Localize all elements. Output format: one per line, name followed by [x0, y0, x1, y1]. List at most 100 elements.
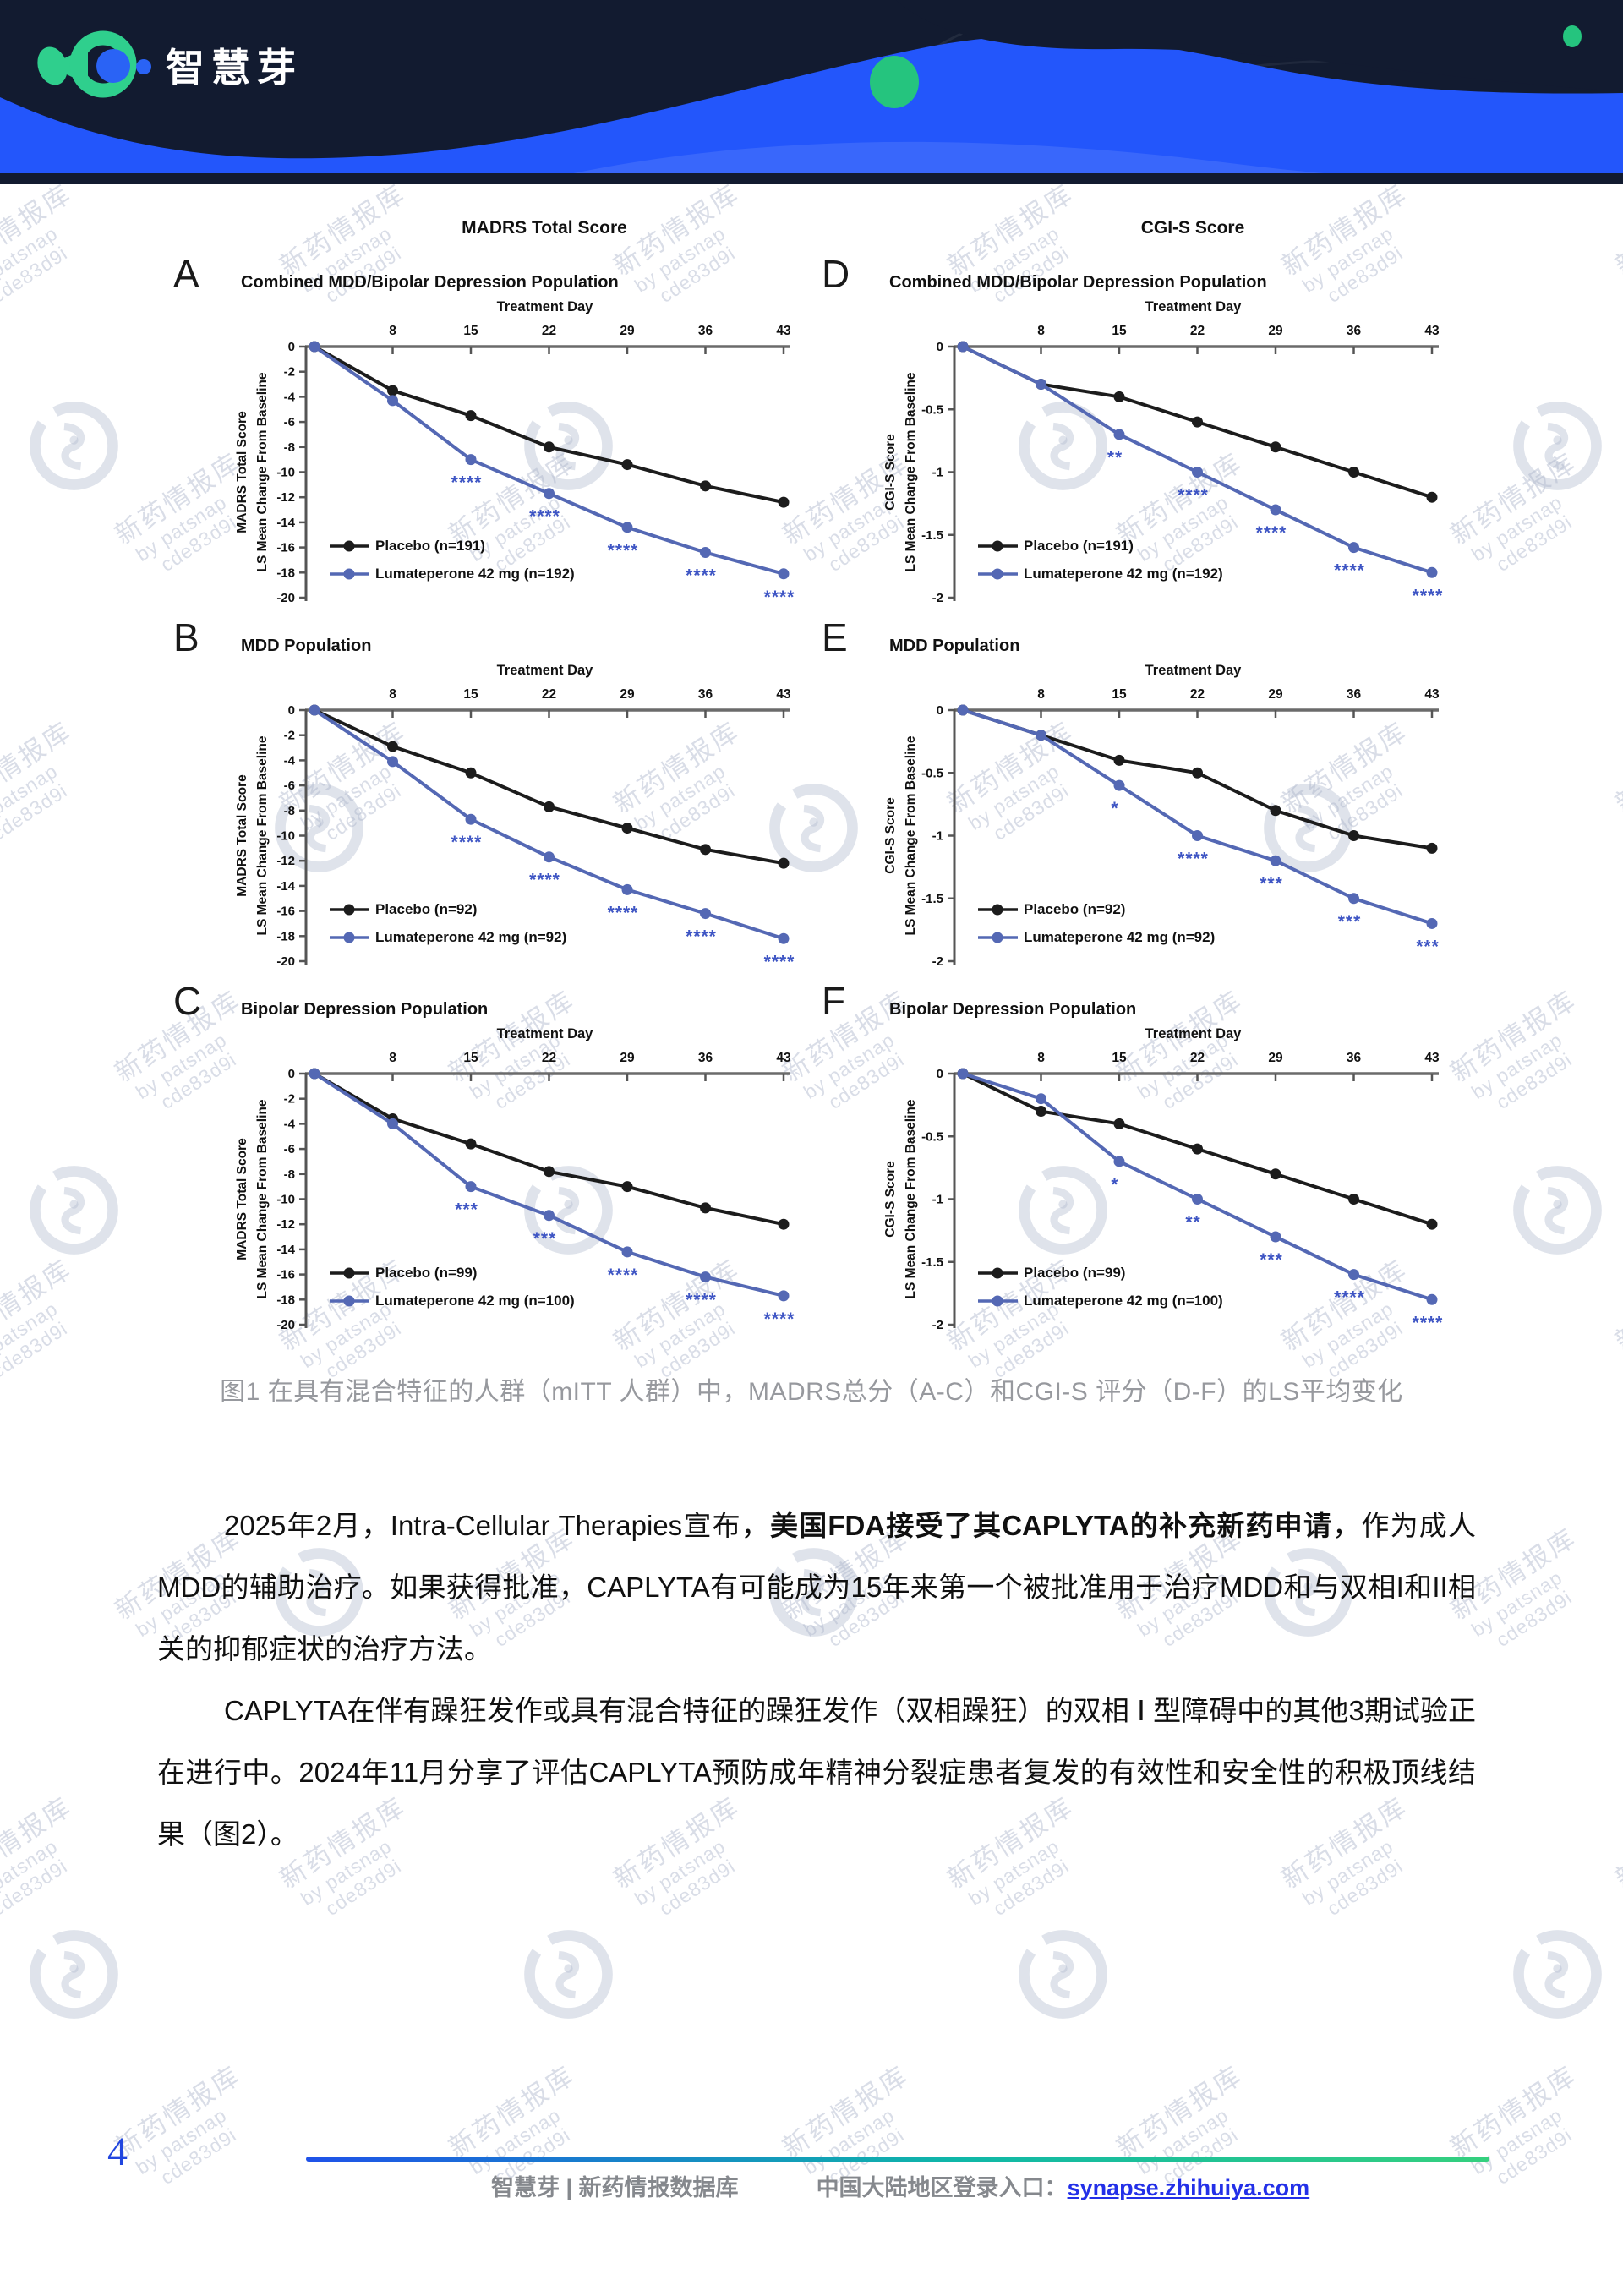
y-axis-title-line1: MADRS Total Score [235, 411, 249, 533]
significance-stars: * [1111, 1175, 1118, 1194]
panel-subtitle: Combined MDD/Bipolar Depression Populati… [889, 273, 1267, 292]
y-tick-label: -1 [932, 829, 943, 844]
watermark-logo-icon [25, 1926, 123, 2023]
page-header: 智慧芽 [0, 0, 1623, 184]
data-point [1348, 542, 1359, 554]
x-tick-label: 29 [1268, 324, 1283, 338]
x-tick-label: 29 [1268, 1051, 1283, 1065]
x-tick-label: 36 [698, 1051, 713, 1065]
data-point [621, 823, 633, 834]
data-point [387, 741, 398, 752]
data-point [621, 522, 633, 533]
significance-stars: ** [1107, 448, 1123, 467]
footer-login-link[interactable]: synapse.zhihuiya.com [1067, 2175, 1310, 2200]
data-point [1113, 779, 1125, 791]
significance-stars: **** [451, 833, 483, 852]
series-line [314, 708, 784, 866]
y-tick-label: 0 [937, 340, 943, 354]
significance-stars: *** [1416, 937, 1440, 956]
paragraph-1: 2025年2月，Intra-Cellular Therapies宣布，美国FDA… [157, 1495, 1476, 1680]
y-tick-label: -2 [932, 1318, 943, 1332]
significance-stars: **** [1413, 586, 1444, 605]
data-point [309, 704, 320, 716]
series-line [314, 345, 784, 505]
watermark-logo-icon [25, 1162, 123, 1259]
y-axis-title-line1: CGI-S Score [883, 1161, 898, 1238]
panel-letter: F [822, 979, 845, 1023]
significance-stars: **** [1334, 561, 1365, 581]
x-tick-label: 22 [1190, 324, 1205, 338]
data-point [1270, 805, 1281, 817]
data-point [1036, 1093, 1046, 1105]
y-tick-label: -14 [276, 1243, 295, 1257]
significance-stars: ** [1185, 1213, 1200, 1233]
data-point [309, 1068, 320, 1080]
x-tick-label: 36 [1347, 687, 1362, 702]
x-tick-label: 8 [389, 1051, 396, 1065]
y-tick-label: -18 [276, 929, 295, 943]
data-point [465, 767, 477, 779]
paragraph-2: CAPLYTA在伴有躁狂发作或具有混合特征的躁狂发作（双相躁狂）的双相 Ⅰ 型障… [157, 1695, 1476, 1850]
significance-stars: *** [1260, 1250, 1283, 1270]
y-tick-label: -2 [284, 729, 295, 743]
data-point [778, 496, 790, 508]
legend-label: Lumateperone 42 mg (n=100) [375, 1293, 575, 1309]
data-point [1036, 730, 1046, 741]
chart-panel-E: E MDD Population Treatment Day 8 15 22 29 36 43 0… [822, 615, 1440, 969]
data-point [1348, 1269, 1359, 1281]
significance-stars: **** [764, 1309, 795, 1329]
data-point [544, 1210, 555, 1222]
y-tick-label: -4 [284, 390, 296, 404]
chart-panel-D: D Combined MDD/Bipolar Depression Populat… [822, 252, 1444, 605]
y-axis-title-line2: LS Mean Change From Baseline [904, 1099, 918, 1298]
data-point [778, 1290, 790, 1302]
panel-subtitle: Combined MDD/Bipolar Depression Populati… [241, 273, 619, 292]
significance-stars: **** [764, 952, 795, 971]
data-point [387, 1118, 398, 1129]
data-point [621, 883, 633, 895]
x-tick-label: 22 [1190, 687, 1205, 702]
data-point [1348, 467, 1359, 478]
y-tick-label: -0.5 [921, 766, 943, 780]
data-point [621, 1181, 633, 1193]
y-tick-label: -16 [276, 905, 295, 919]
data-point [1426, 491, 1438, 503]
data-point [309, 341, 320, 353]
y-tick-label: -1.5 [921, 1255, 943, 1270]
x-tick-label: 43 [776, 687, 791, 702]
data-point [621, 1246, 633, 1258]
y-tick-label: 0 [288, 703, 295, 718]
legend-label: Placebo (n=99) [1024, 1265, 1125, 1281]
y-axis-title-line2: LS Mean Change From Baseline [255, 1099, 270, 1298]
panel-letter: A [173, 252, 199, 296]
data-point [1426, 566, 1438, 578]
data-point [544, 441, 555, 453]
data-point [1192, 416, 1203, 428]
y-tick-label: -14 [276, 879, 295, 894]
panel-subtitle: MDD Population [241, 637, 371, 655]
y-tick-label: -1.5 [921, 528, 943, 543]
x-tick-label: 8 [1037, 324, 1045, 338]
y-tick-label: -18 [276, 1293, 295, 1307]
y-tick-label: -10 [276, 829, 295, 844]
y-tick-label: -0.5 [921, 1129, 943, 1144]
y-tick-label: -8 [284, 804, 295, 818]
data-point [1192, 1194, 1203, 1205]
data-point [1192, 830, 1203, 841]
chart-panel-C: C Bipolar Depression Population Treatment … [173, 979, 795, 1332]
x-tick-label: 22 [1190, 1051, 1205, 1065]
significance-stars: **** [1334, 1288, 1365, 1308]
x-tick-label: 15 [463, 1051, 478, 1065]
y-tick-label: -6 [284, 1142, 295, 1156]
column-title-madrs: MADRS Total Score [462, 218, 627, 238]
x-tick-label: 43 [776, 1051, 791, 1065]
y-tick-label: -0.5 [921, 402, 943, 417]
data-point [700, 547, 711, 559]
x-tick-label: 15 [1112, 324, 1127, 338]
panel-letter: E [822, 615, 848, 659]
legend-label: Placebo (n=92) [1024, 901, 1125, 917]
x-tick-label: 15 [1112, 1051, 1127, 1065]
data-point [621, 459, 633, 471]
x-axis-title: Treatment Day [1145, 1026, 1243, 1041]
